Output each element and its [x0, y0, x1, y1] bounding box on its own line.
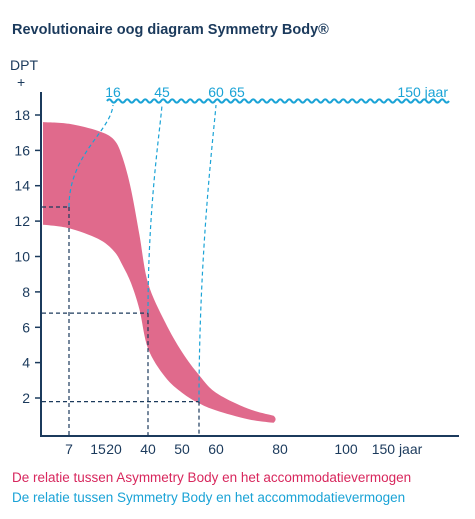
- symmetry-age-label: 45: [154, 84, 170, 100]
- symmetry-level-label: 150 jaar: [397, 84, 448, 100]
- y-tick-label: 8: [22, 284, 30, 300]
- x-tick-label: 60: [208, 441, 224, 457]
- y-tick-label: 18: [14, 107, 30, 123]
- symmetry-dashed-curve: [147, 104, 163, 314]
- y-axis-label: DPT: [10, 57, 38, 73]
- ticks-layer: 2 4 6 8 10 12 14 16 18 7 15 20 40 50 60 80 100 150 jaar: [14, 107, 422, 457]
- symmetry-age-label: 65: [229, 84, 245, 100]
- legend-asymmetry: De relatie tussen Asymmetry Body en het …: [12, 470, 412, 485]
- symmetry-dashed-curve: [198, 104, 217, 402]
- x-tick-label: 150 jaar: [372, 441, 423, 457]
- y-tick-label: 2: [22, 390, 30, 406]
- axes-layer: DPT +: [10, 57, 459, 437]
- chart-title: Revolutionaire oog diagram Symmetry Body…: [12, 22, 329, 38]
- x-tick-label: 50: [174, 441, 190, 457]
- x-tick-label: 80: [272, 441, 288, 457]
- asymmetry-band: [43, 122, 276, 423]
- x-tick-label: 15: [90, 441, 106, 457]
- x-tick-label: 7: [65, 441, 73, 457]
- x-tick-label: 100: [334, 441, 358, 457]
- x-tick-label: 20: [106, 441, 122, 457]
- y-axis-plus-sign: +: [17, 74, 25, 90]
- symmetry-dashed-curve: [68, 104, 114, 208]
- x-tick-label: 40: [140, 441, 156, 457]
- legend-symmetry: De relatie tussen Symmetry Body en het a…: [12, 490, 406, 505]
- symmetry-age-label: 60: [208, 84, 224, 100]
- y-tick-label: 14: [14, 178, 30, 194]
- y-tick-label: 12: [14, 213, 30, 229]
- y-tick-label: 16: [14, 142, 30, 158]
- symmetry-guides-layer: [42, 104, 217, 435]
- y-tick-label: 4: [22, 355, 30, 371]
- y-tick-label: 6: [22, 319, 30, 335]
- symmetry-wavy-line: [106, 98, 450, 104]
- symmetry-age-label: 16: [105, 84, 121, 100]
- asymmetry-band-layer: [43, 122, 276, 423]
- y-tick-label: 10: [14, 249, 30, 265]
- symmetry-top-layer: 16 45 60 65 150 jaar: [105, 84, 450, 104]
